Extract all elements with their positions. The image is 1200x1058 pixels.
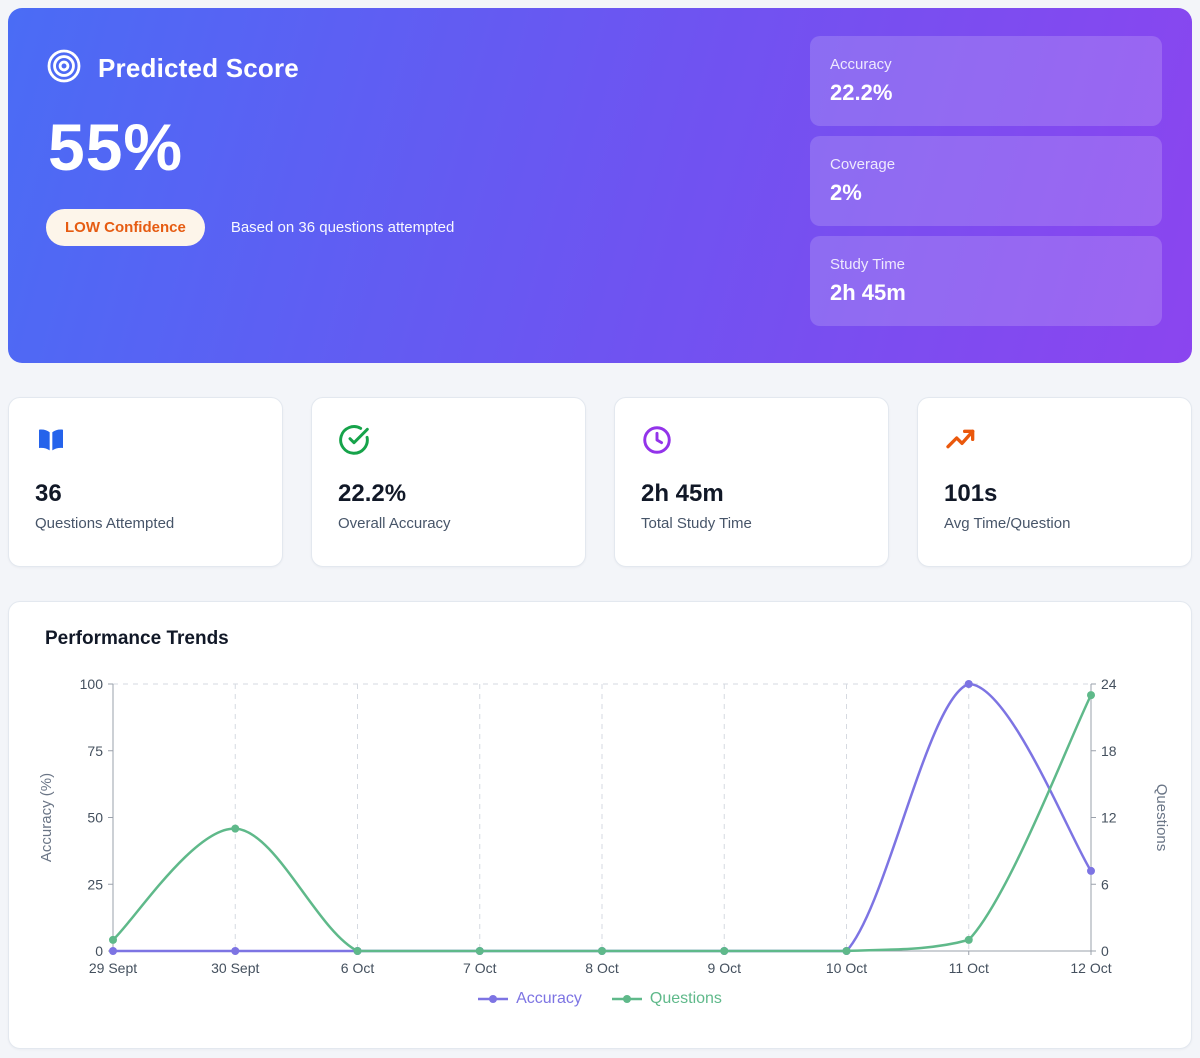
hero-stat-value: 2h 45m [830,280,906,305]
hero-stats: Accuracy 22.2% Coverage 2% Study Time 2h… [810,36,1162,326]
svg-text:18: 18 [1101,743,1117,759]
legend-label: Accuracy [516,990,582,1007]
stat-card-total-study-time: 2h 45m Total Study Time [614,397,889,567]
svg-text:24: 24 [1101,676,1117,692]
svg-text:12 Oct: 12 Oct [1070,960,1111,976]
svg-text:Questions: Questions [1153,784,1170,852]
svg-text:29 Sept: 29 Sept [89,960,137,976]
svg-text:75: 75 [87,743,103,759]
stat-value: 2h 45m [641,480,724,507]
svg-text:9 Oct: 9 Oct [708,960,742,976]
legend-item-accuracy[interactable]: Accuracy [478,990,582,1008]
svg-text:10 Oct: 10 Oct [826,960,867,976]
target-icon [46,48,82,89]
legend-marker-icon [478,995,509,1003]
hero-stat-label: Study Time [830,256,906,273]
stat-label: Overall Accuracy [338,515,451,532]
stat-label: Avg Time/Question [944,515,1071,532]
svg-text:30 Sept: 30 Sept [211,960,259,976]
svg-text:100: 100 [80,676,104,692]
hero-stat-label: Coverage [830,156,896,173]
svg-text:6: 6 [1101,876,1109,892]
stat-card-overall-accuracy: 22.2% Overall Accuracy [311,397,586,567]
trends-title: Performance Trends [45,628,229,649]
stat-card-questions-attempted: 36 Questions Attempted [8,397,283,567]
hero-stat-value: 2% [830,180,862,205]
performance-trends-card: Performance Trends 0 25 50 75 100 0 6 12 18 24 29 … [8,601,1192,1049]
svg-text:25: 25 [87,876,103,892]
stat-label: Questions Attempted [35,515,175,532]
svg-text:50: 50 [87,810,103,826]
hero-stat-label: Accuracy [830,56,892,73]
legend-label: Questions [649,990,722,1007]
hero-stat-accuracy: Accuracy 22.2% [810,36,1162,126]
svg-text:7 Oct: 7 Oct [463,960,497,976]
clock-icon [641,424,864,458]
summary-row: 36 Questions Attempted 22.2% Overall Acc… [8,397,1192,567]
hero-subtitle: Based on 36 questions attempted [230,219,455,236]
hero-title: Predicted Score [98,53,299,83]
chart-legend: Accuracy Questions [21,990,1179,1008]
svg-text:0: 0 [95,943,103,959]
svg-text:Accuracy (%): Accuracy (%) [38,773,55,862]
svg-text:0: 0 [1101,943,1109,959]
stat-label: Total Study Time [641,515,752,532]
stat-card-avg-time-per-question: 101s Avg Time/Question [917,397,1192,567]
stat-value: 36 [35,480,62,507]
svg-text:6 Oct: 6 Oct [341,960,375,976]
performance-trends-chart: 0 25 50 75 100 0 6 12 18 24 29 Sept 30 Sept 6 Oct 7 O… [38,676,1170,976]
check-circle-icon [338,424,561,458]
confidence-badge: LOW Confidence [46,209,205,246]
stat-value: 101s [944,480,998,507]
svg-text:8 Oct: 8 Oct [585,960,619,976]
predicted-score-value: 55% [48,110,184,184]
stat-value: 22.2% [338,480,407,507]
hero-left: Predicted Score 55% LOW Confidence Based… [46,36,454,246]
hero-stat-coverage: Coverage 2% [810,136,1162,226]
book-open-icon [35,424,258,458]
legend-marker-icon [611,995,642,1003]
svg-text:11 Oct: 11 Oct [949,960,989,976]
hero-stat-value: 22.2% [830,80,893,105]
predicted-score-card: Predicted Score 55% LOW Confidence Based… [8,8,1192,363]
hero-stat-study-time: Study Time 2h 45m [810,236,1162,326]
legend-item-questions[interactable]: Questions [611,990,722,1008]
trending-up-icon [944,424,1167,458]
svg-text:12: 12 [1101,810,1117,826]
